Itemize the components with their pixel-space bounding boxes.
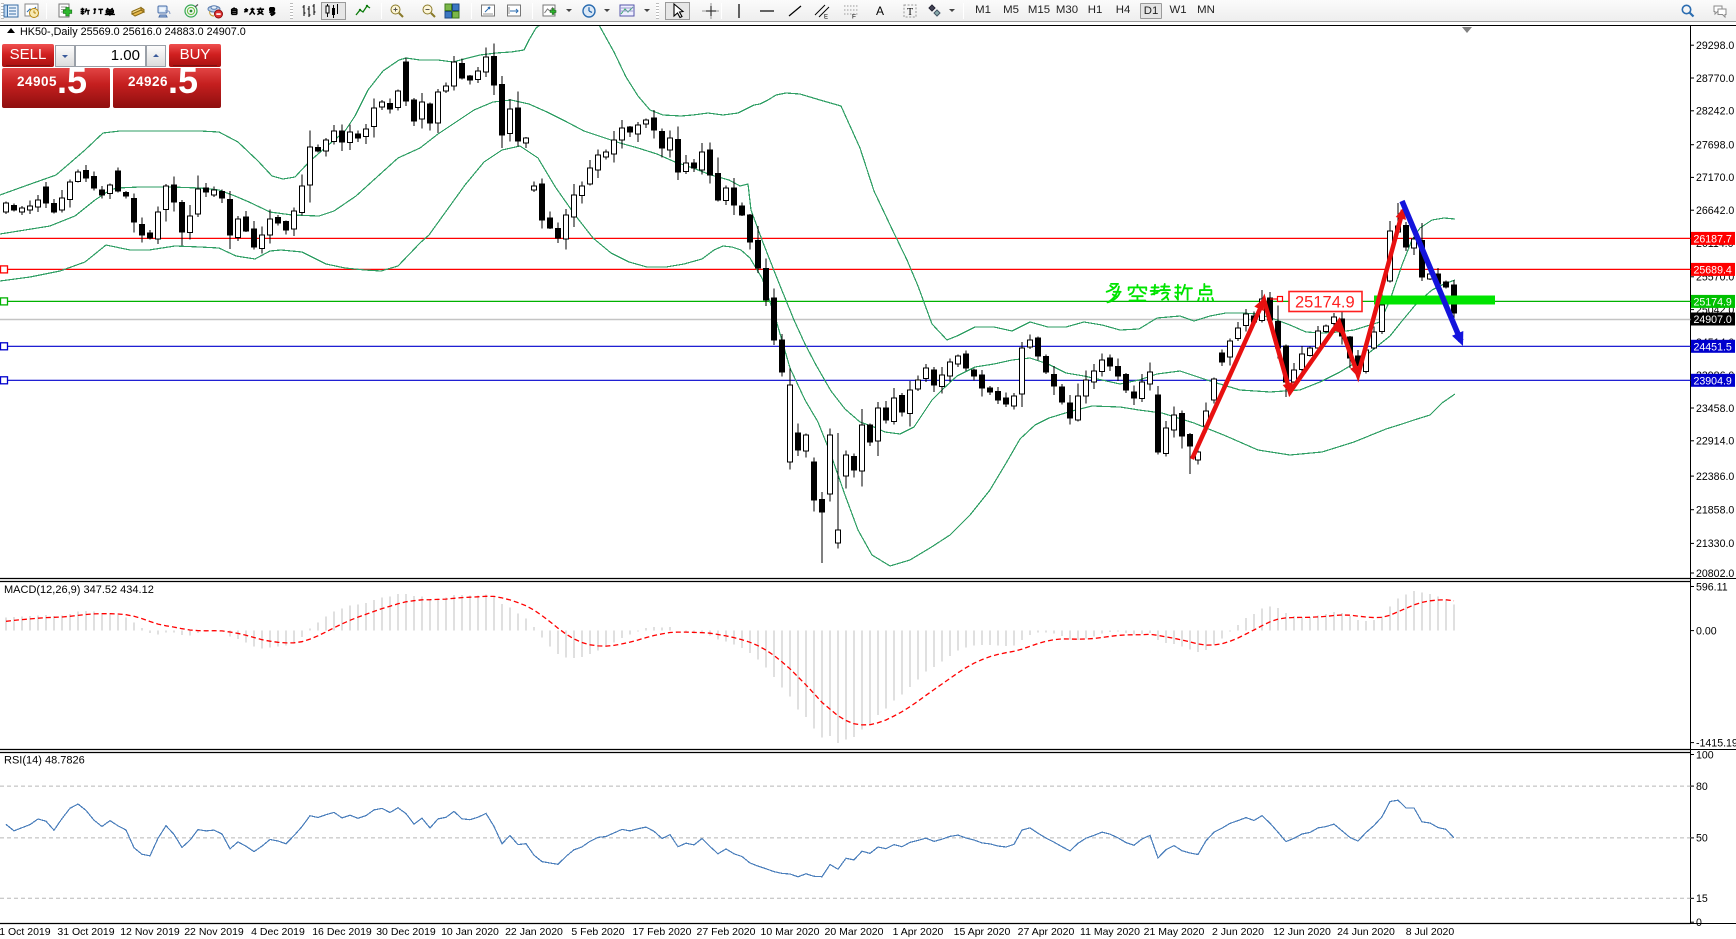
svg-text:22 Jan 2020: 22 Jan 2020 [505,926,563,938]
svg-text:22914.0: 22914.0 [1696,436,1734,448]
svg-text:21858.0: 21858.0 [1696,505,1734,517]
svg-text:23458.0: 23458.0 [1696,403,1734,415]
svg-text:2 Jun 2020: 2 Jun 2020 [1212,926,1264,938]
svg-text:26642.0: 26642.0 [1696,205,1734,217]
svg-text:28242.0: 28242.0 [1696,106,1734,118]
svg-text:25174.9: 25174.9 [1694,296,1732,308]
svg-text:100: 100 [1696,749,1714,761]
svg-text:11 May 2020: 11 May 2020 [1080,926,1140,938]
svg-text:0.00: 0.00 [1696,625,1717,637]
svg-text:8 Jul 2020: 8 Jul 2020 [1406,926,1455,938]
svg-text:MACD(12,26,9) 347.52 434.12: MACD(12,26,9) 347.52 434.12 [4,584,154,596]
svg-text:RSI(14) 48.7826: RSI(14) 48.7826 [4,755,85,767]
svg-text:27170.0: 27170.0 [1696,172,1734,184]
svg-text:27 Apr 2020: 27 Apr 2020 [1018,926,1075,938]
svg-text:10 Jan 2020: 10 Jan 2020 [441,926,499,938]
svg-text:15 Apr 2020: 15 Apr 2020 [954,926,1011,938]
svg-text:15: 15 [1696,893,1708,905]
svg-text:24907.0: 24907.0 [1694,314,1732,326]
svg-text:26187.7: 26187.7 [1694,233,1732,245]
svg-text:50: 50 [1696,833,1708,845]
svg-text:12 Jun 2020: 12 Jun 2020 [1273,926,1331,938]
svg-text:17 Feb 2020: 17 Feb 2020 [633,926,692,938]
svg-text:27698.0: 27698.0 [1696,140,1734,152]
svg-text:27 Feb 2020: 27 Feb 2020 [697,926,756,938]
svg-text:23904.9: 23904.9 [1694,375,1732,387]
svg-text:4 Dec 2019: 4 Dec 2019 [251,926,305,938]
svg-text:25174.9: 25174.9 [1295,294,1355,312]
svg-text:22 Nov 2019: 22 Nov 2019 [184,926,244,938]
svg-text:24 Jun 2020: 24 Jun 2020 [1337,926,1395,938]
svg-text:F: F [852,14,856,20]
svg-text:10 Mar 2020: 10 Mar 2020 [761,926,820,938]
svg-text:5 Feb 2020: 5 Feb 2020 [571,926,624,938]
svg-text:E: E [824,15,828,20]
svg-text:21330.0: 21330.0 [1696,538,1734,550]
svg-text:1 Apr 2020: 1 Apr 2020 [893,926,944,938]
svg-text:20802.0: 20802.0 [1696,568,1734,580]
svg-text:31 Oct 2019: 31 Oct 2019 [57,926,114,938]
svg-text:24451.5: 24451.5 [1694,341,1732,353]
svg-text:HK50-,Daily 25569.0 25616.0 2: HK50-,Daily 25569.0 25616.0 24883.0 2490… [20,26,246,38]
svg-text:0: 0 [1696,917,1702,929]
svg-text:20 Mar 2020: 20 Mar 2020 [825,926,884,938]
svg-text:22386.0: 22386.0 [1696,471,1734,483]
svg-text:80: 80 [1696,781,1708,793]
svg-text:30 Dec 2019: 30 Dec 2019 [376,926,436,938]
svg-text:T: T [907,7,913,18]
svg-text:29298.0: 29298.0 [1696,40,1734,52]
svg-text:12 Nov 2019: 12 Nov 2019 [120,926,180,938]
svg-text:-1415.19: -1415.19 [1696,737,1736,749]
svg-text:28770.0: 28770.0 [1696,73,1734,85]
svg-text:21 May 2020: 21 May 2020 [1144,926,1205,938]
svg-text:25689.4: 25689.4 [1694,264,1732,276]
svg-text:21 Oct 2019: 21 Oct 2019 [0,926,51,938]
svg-text:16 Dec 2019: 16 Dec 2019 [312,926,372,938]
svg-text:596.11: 596.11 [1696,581,1728,593]
